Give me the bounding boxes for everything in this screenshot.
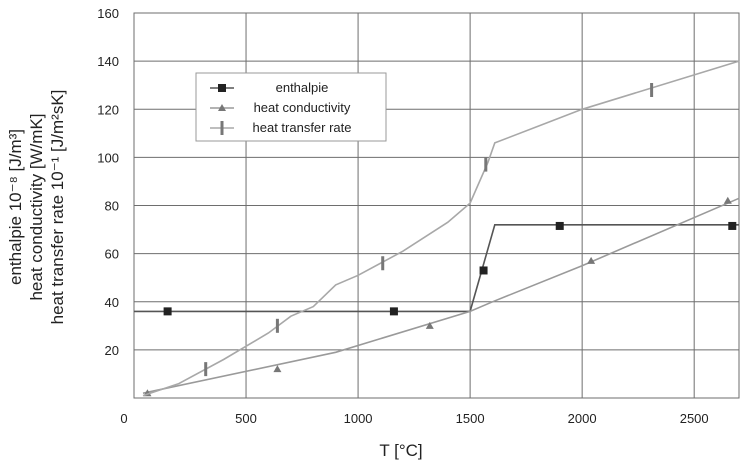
marker-heat-conductivity bbox=[425, 321, 434, 329]
x-tick-label: 2000 bbox=[568, 411, 597, 426]
legend-item-enthalpie: enthalpie bbox=[210, 80, 328, 95]
grid-layer bbox=[133, 12, 740, 399]
marker-heat-conductivity bbox=[587, 256, 596, 264]
legend-marker bbox=[218, 84, 226, 92]
marker-enthalpie bbox=[479, 266, 488, 275]
marker-enthalpie bbox=[555, 221, 564, 230]
line-heat-conductivity bbox=[142, 197, 740, 394]
y-tick-label: 160 bbox=[97, 6, 119, 21]
y-tick-label: 80 bbox=[105, 199, 119, 214]
legend-marker bbox=[220, 121, 224, 135]
x-tick-label: 2500 bbox=[680, 411, 709, 426]
x-tick-label: 1000 bbox=[344, 411, 373, 426]
marker-enthalpie bbox=[728, 221, 737, 230]
marker-heat-transfer-rate bbox=[484, 157, 488, 172]
legend-item-heat-conductivity: heat conductivity bbox=[210, 100, 351, 115]
series-layer bbox=[134, 60, 740, 397]
legend-marker bbox=[218, 104, 226, 111]
x-tick-label: 1500 bbox=[456, 411, 485, 426]
marker-enthalpie bbox=[389, 307, 398, 316]
x-tick-label: 500 bbox=[235, 411, 257, 426]
x-axis-title: T [°C] bbox=[379, 441, 422, 460]
marker-heat-conductivity bbox=[273, 365, 282, 373]
y-axis-title-heat-conductivity: heat conductivity [W/mK] bbox=[27, 113, 46, 300]
marker-heat-transfer-rate bbox=[381, 256, 385, 271]
legend: enthalpie heat conductivity heat transfer … bbox=[195, 72, 387, 142]
y-tick-label: 140 bbox=[97, 54, 119, 69]
y-tick-label: 60 bbox=[105, 247, 119, 262]
marker-enthalpie bbox=[163, 307, 172, 316]
marker-heat-conductivity bbox=[723, 196, 732, 204]
y-tick-label: 120 bbox=[97, 102, 119, 117]
legend-label: heat conductivity bbox=[254, 100, 351, 115]
y-tick-label: 40 bbox=[105, 295, 119, 310]
y-tick-label: 100 bbox=[97, 150, 119, 165]
series-heat-conductivity bbox=[142, 196, 740, 397]
label-layer: T [°C] enthalpie 10⁻⁸ [J/m³] heat conduc… bbox=[6, 90, 423, 460]
legend-box bbox=[195, 72, 387, 142]
legend-label: heat transfer rate bbox=[253, 120, 352, 135]
line-heat-transfer-rate bbox=[142, 60, 740, 397]
legend-label: enthalpie bbox=[276, 80, 329, 95]
marker-heat-transfer-rate bbox=[650, 83, 654, 97]
x-tick-label: 0 bbox=[120, 411, 127, 426]
y-axis-title-enthalpie: enthalpie 10⁻⁸ [J/m³] bbox=[6, 129, 25, 285]
tick-layer: 0 500 1000 1500 2000 2500 20 40 60 80 100 120 140 160 bbox=[97, 6, 708, 426]
marker-heat-transfer-rate bbox=[204, 362, 208, 377]
y-axis-title-heat-transfer-rate: heat transfer rate 10⁻¹ [J/m²sK] bbox=[48, 90, 67, 325]
marker-heat-transfer-rate bbox=[275, 318, 279, 333]
legend-item-heat-transfer-rate: heat transfer rate bbox=[210, 120, 352, 135]
y-tick-label: 20 bbox=[105, 343, 119, 358]
series-heat-transfer-rate bbox=[142, 60, 740, 397]
